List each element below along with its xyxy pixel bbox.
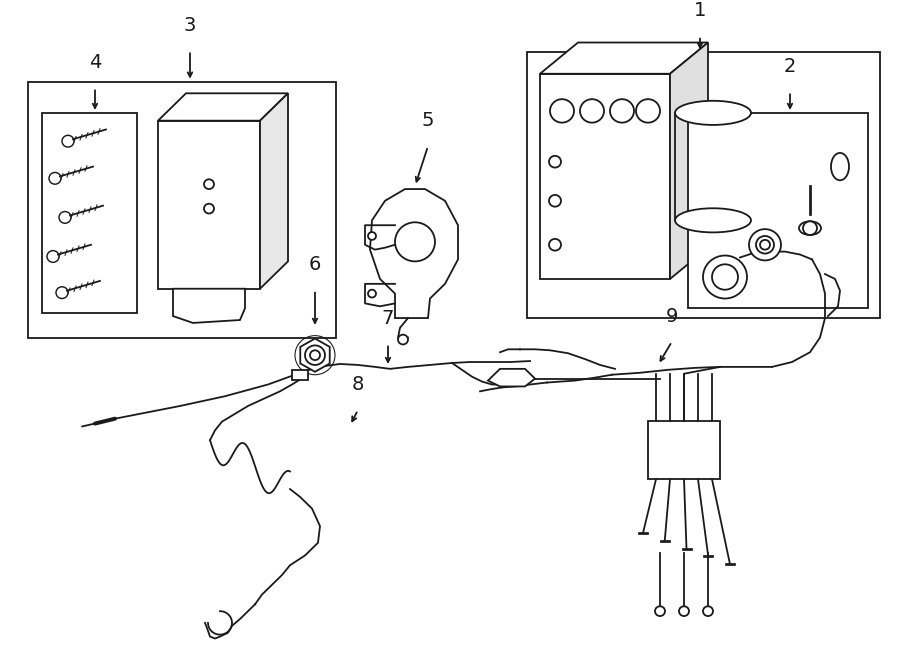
Circle shape [703, 606, 713, 616]
Circle shape [550, 99, 574, 123]
Text: 5: 5 [422, 112, 434, 130]
Text: 6: 6 [309, 255, 321, 274]
Text: 8: 8 [352, 375, 365, 394]
Text: 3: 3 [184, 16, 196, 34]
Circle shape [712, 264, 738, 290]
Circle shape [395, 222, 435, 261]
Bar [527, 52, 880, 318]
Bar [648, 420, 720, 479]
Polygon shape [370, 189, 458, 318]
Polygon shape [670, 42, 708, 279]
Text: 4: 4 [89, 53, 101, 72]
Polygon shape [301, 338, 329, 371]
Circle shape [310, 350, 320, 360]
Bar [540, 74, 670, 279]
Circle shape [636, 99, 660, 123]
Bar [158, 121, 260, 289]
Circle shape [59, 212, 71, 223]
Circle shape [580, 99, 604, 123]
Polygon shape [158, 93, 288, 121]
Circle shape [204, 179, 214, 189]
Bar [292, 370, 308, 379]
Ellipse shape [799, 221, 821, 235]
Text: 2: 2 [784, 57, 796, 76]
Circle shape [62, 136, 74, 147]
Circle shape [368, 290, 376, 297]
Ellipse shape [675, 100, 751, 125]
Bar [28, 81, 336, 338]
Circle shape [679, 606, 689, 616]
Circle shape [549, 239, 561, 251]
Polygon shape [488, 369, 535, 387]
Polygon shape [260, 93, 288, 289]
Text: 7: 7 [382, 309, 394, 328]
Circle shape [549, 195, 561, 207]
Circle shape [549, 156, 561, 168]
Circle shape [368, 232, 376, 240]
Circle shape [49, 173, 61, 184]
Circle shape [610, 99, 634, 123]
Bar [42, 113, 137, 313]
Ellipse shape [831, 153, 849, 180]
Polygon shape [540, 42, 708, 74]
Ellipse shape [675, 208, 751, 233]
Bar [688, 113, 868, 308]
Circle shape [756, 236, 774, 254]
Circle shape [398, 334, 408, 344]
Circle shape [655, 606, 665, 616]
Circle shape [56, 287, 68, 299]
Polygon shape [173, 289, 245, 323]
Text: 1: 1 [694, 1, 706, 20]
Circle shape [204, 204, 214, 214]
Circle shape [703, 256, 747, 299]
Circle shape [749, 229, 781, 260]
Circle shape [803, 221, 817, 235]
Text: 9: 9 [666, 307, 679, 326]
Circle shape [760, 240, 770, 250]
Circle shape [47, 251, 59, 262]
Circle shape [305, 346, 325, 365]
